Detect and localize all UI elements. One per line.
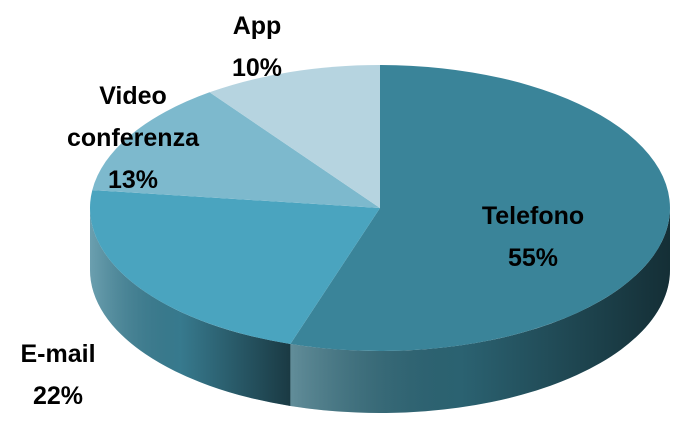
slice-label: E-mail 22% xyxy=(0,333,148,417)
slice-label: App 10% xyxy=(167,5,347,89)
value-label: 13% xyxy=(107,166,159,194)
value-label: 10% xyxy=(231,54,283,82)
slice-label: Telefono 55% xyxy=(443,195,623,279)
category-label: Video conferenza xyxy=(67,82,199,152)
slice-side-shade xyxy=(90,208,291,407)
value-label: 22% xyxy=(32,382,84,410)
slice-label: Video conferenza 13% xyxy=(48,75,218,201)
slice xyxy=(92,92,380,208)
slice xyxy=(90,190,381,345)
category-label: Telefono xyxy=(481,202,585,230)
slice xyxy=(209,65,380,208)
slice xyxy=(290,65,671,351)
category-label: E-mail xyxy=(20,340,96,368)
value-label: 55% xyxy=(507,244,559,272)
category-label: App xyxy=(232,12,282,40)
slice-side-shade xyxy=(290,208,671,413)
